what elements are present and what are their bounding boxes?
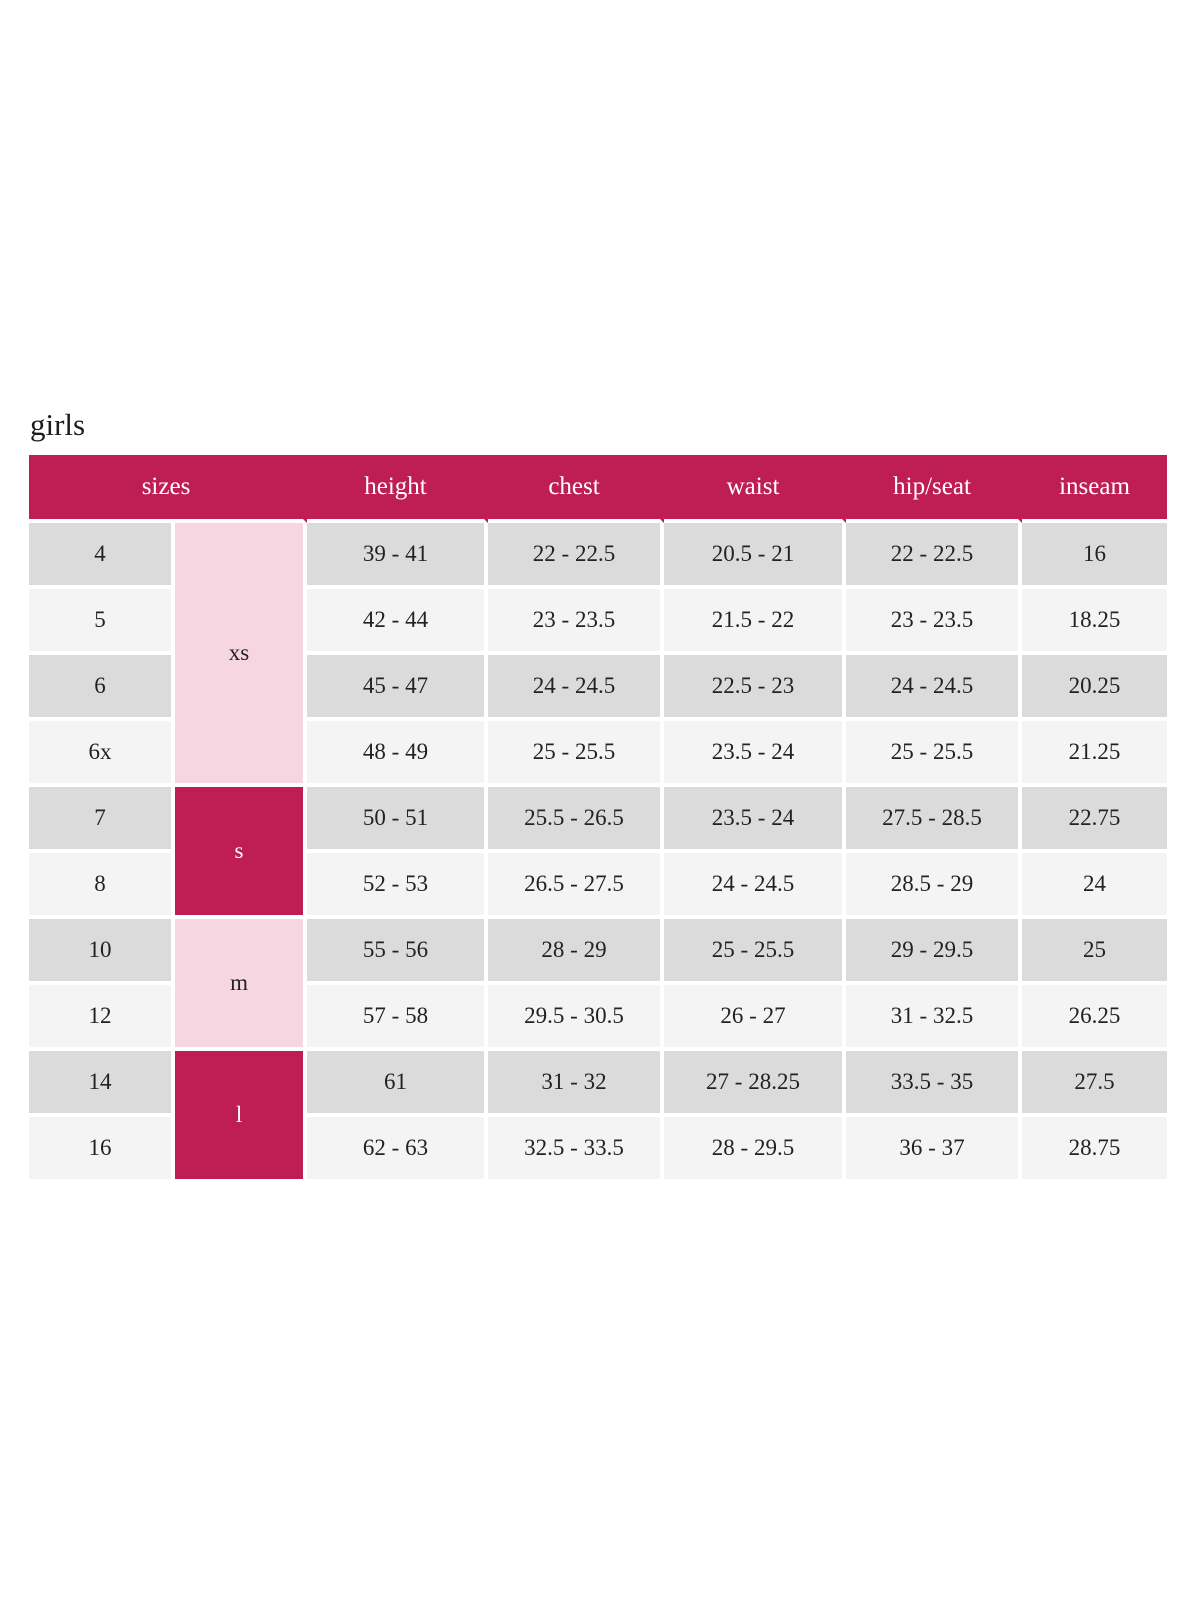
page-title: girls — [30, 407, 86, 442]
cell-inseam: 25 — [1022, 919, 1168, 986]
table-row-size-6: 6 45 - 47 24 - 24.5 22.5 - 23 24 - 24.5 … — [29, 655, 1168, 722]
cell-chest: 32.5 - 33.5 — [488, 1117, 665, 1184]
cell-height: 42 - 44 — [307, 589, 489, 656]
size-chart-section: girls sizes height chest waist hip/seat … — [29, 407, 1168, 1184]
cell-size: 8 — [29, 853, 175, 920]
cell-size: 12 — [29, 985, 175, 1052]
cell-waist: 26 - 27 — [664, 985, 847, 1052]
cell-inseam: 22.75 — [1022, 787, 1168, 854]
cell-size: 5 — [29, 589, 175, 656]
cell-inseam: 21.25 — [1022, 721, 1168, 788]
cell-chest: 26.5 - 27.5 — [488, 853, 665, 920]
cell-hip-seat: 27.5 - 28.5 — [846, 787, 1023, 854]
cell-waist: 25 - 25.5 — [664, 919, 847, 986]
cell-height: 48 - 49 — [307, 721, 489, 788]
cell-height: 61 — [307, 1051, 489, 1118]
cell-chest: 23 - 23.5 — [488, 589, 665, 656]
cell-hip-seat: 24 - 24.5 — [846, 655, 1023, 722]
cell-size: 4 — [29, 523, 175, 590]
column-header-hip-seat: hip/seat — [846, 455, 1023, 524]
cell-hip-seat: 33.5 - 35 — [846, 1051, 1023, 1118]
cell-chest: 24 - 24.5 — [488, 655, 665, 722]
cell-inseam: 27.5 — [1022, 1051, 1168, 1118]
cell-waist: 24 - 24.5 — [664, 853, 847, 920]
column-header-chest: chest — [488, 455, 665, 524]
table-row-size-6x: 6x 48 - 49 25 - 25.5 23.5 - 24 25 - 25.5… — [29, 721, 1168, 788]
size-group-s: s — [175, 787, 308, 920]
cell-hip-seat: 36 - 37 — [846, 1117, 1023, 1184]
cell-hip-seat: 31 - 32.5 — [846, 985, 1023, 1052]
table-row-size-5: 5 42 - 44 23 - 23.5 21.5 - 22 23 - 23.5 … — [29, 589, 1168, 656]
column-header-waist: waist — [664, 455, 847, 524]
header-row: sizes height chest waist hip/seat inseam — [29, 455, 1168, 524]
cell-height: 55 - 56 — [307, 919, 489, 986]
cell-size: 14 — [29, 1051, 175, 1118]
cell-waist: 28 - 29.5 — [664, 1117, 847, 1184]
table-row-size-7: 7 s 50 - 51 25.5 - 26.5 23.5 - 24 27.5 -… — [29, 787, 1168, 920]
cell-inseam: 28.75 — [1022, 1117, 1168, 1184]
cell-hip-seat: 29 - 29.5 — [846, 919, 1023, 986]
cell-height: 50 - 51 — [307, 787, 489, 854]
cell-size: 16 — [29, 1117, 175, 1184]
cell-hip-seat: 25 - 25.5 — [846, 721, 1023, 788]
cell-chest: 25 - 25.5 — [488, 721, 665, 788]
table-row-size-16: 16 62 - 63 32.5 - 33.5 28 - 29.5 36 - 37… — [29, 1117, 1168, 1184]
cell-waist: 23.5 - 24 — [664, 787, 847, 854]
table-body: 4 xs 39 - 41 22 - 22.5 20.5 - 21 22 - 22… — [29, 523, 1168, 1184]
cell-height: 39 - 41 — [307, 523, 489, 590]
cell-inseam: 26.25 — [1022, 985, 1168, 1052]
cell-inseam: 16 — [1022, 523, 1168, 590]
cell-inseam: 24 — [1022, 853, 1168, 920]
table-header: sizes height chest waist hip/seat inseam — [29, 455, 1168, 524]
cell-waist: 23.5 - 24 — [664, 721, 847, 788]
size-group-m: m — [175, 919, 308, 1052]
cell-hip-seat: 22 - 22.5 — [846, 523, 1023, 590]
cell-size: 6x — [29, 721, 175, 788]
cell-inseam: 18.25 — [1022, 589, 1168, 656]
size-group-xs: xs — [175, 523, 308, 788]
cell-size: 7 — [29, 787, 175, 854]
cell-chest: 22 - 22.5 — [488, 523, 665, 590]
cell-waist: 21.5 - 22 — [664, 589, 847, 656]
cell-size: 10 — [29, 919, 175, 986]
column-header-inseam: inseam — [1022, 455, 1168, 524]
column-header-sizes: sizes — [29, 455, 308, 524]
cell-waist: 27 - 28.25 — [664, 1051, 847, 1118]
table-row-size-8: 8 52 - 53 26.5 - 27.5 24 - 24.5 28.5 - 2… — [29, 853, 1168, 920]
column-header-height: height — [307, 455, 489, 524]
cell-hip-seat: 28.5 - 29 — [846, 853, 1023, 920]
cell-chest: 31 - 32 — [488, 1051, 665, 1118]
cell-height: 45 - 47 — [307, 655, 489, 722]
cell-hip-seat: 23 - 23.5 — [846, 589, 1023, 656]
cell-height: 62 - 63 — [307, 1117, 489, 1184]
cell-inseam: 20.25 — [1022, 655, 1168, 722]
cell-waist: 22.5 - 23 — [664, 655, 847, 722]
table-row-size-14: 14 l 61 31 - 32 27 - 28.25 33.5 - 35 27.… — [29, 1051, 1168, 1184]
cell-chest: 28 - 29 — [488, 919, 665, 986]
cell-chest: 29.5 - 30.5 — [488, 985, 665, 1052]
cell-size: 6 — [29, 655, 175, 722]
cell-waist: 20.5 - 21 — [664, 523, 847, 590]
cell-height: 52 - 53 — [307, 853, 489, 920]
table-row-size-4: 4 xs 39 - 41 22 - 22.5 20.5 - 21 22 - 22… — [29, 523, 1168, 788]
size-group-l: l — [175, 1051, 308, 1184]
cell-height: 57 - 58 — [307, 985, 489, 1052]
cell-chest: 25.5 - 26.5 — [488, 787, 665, 854]
table-row-size-10: 10 m 55 - 56 28 - 29 25 - 25.5 29 - 29.5… — [29, 919, 1168, 1052]
table-row-size-12: 12 57 - 58 29.5 - 30.5 26 - 27 31 - 32.5… — [29, 985, 1168, 1052]
girls-size-chart-table: sizes height chest waist hip/seat inseam… — [29, 455, 1168, 1184]
